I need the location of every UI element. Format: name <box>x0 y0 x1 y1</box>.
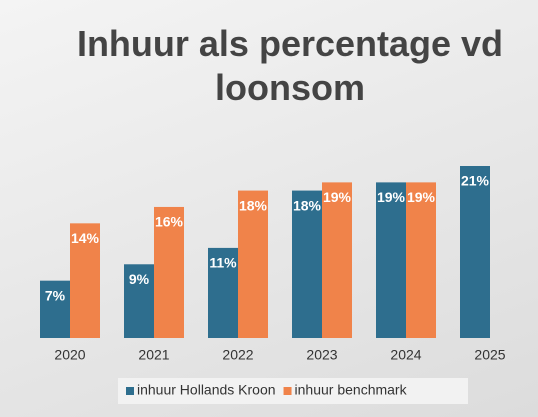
bar <box>124 264 154 338</box>
legend-marker <box>283 387 292 395</box>
value-label: 19% <box>407 189 436 205</box>
x-tick-label: 2021 <box>138 347 169 363</box>
bar <box>70 223 100 338</box>
legend-label: inhuur benchmark <box>295 382 408 398</box>
bar <box>460 166 490 338</box>
bar <box>376 182 406 338</box>
value-label: 19% <box>323 189 352 205</box>
bar <box>40 280 70 338</box>
value-label: 19% <box>377 189 406 205</box>
chart-title: Inhuur als percentage vd loonsom <box>76 23 504 108</box>
x-tick-label: 2022 <box>222 347 253 363</box>
value-label: 9% <box>129 271 150 287</box>
legend-marker <box>126 387 134 395</box>
value-label: 18% <box>293 197 322 213</box>
value-label: 21% <box>461 173 490 189</box>
value-label: 11% <box>209 255 237 271</box>
x-tick-label: 2025 <box>474 347 505 363</box>
value-label: 7% <box>45 287 66 303</box>
value-label: 16% <box>155 214 184 230</box>
value-label: 18% <box>239 197 268 213</box>
bar <box>154 206 184 338</box>
bar <box>238 190 268 338</box>
legend-box <box>118 378 468 404</box>
x-tick-label: 2020 <box>54 347 85 363</box>
value-label: 14% <box>71 230 100 246</box>
bar <box>292 190 322 338</box>
x-tick-label: 2023 <box>306 347 337 363</box>
bar <box>208 247 238 338</box>
legend-label: inhuur Hollands Kroon <box>137 382 276 398</box>
bar <box>322 182 352 338</box>
bar <box>406 182 436 338</box>
x-tick-label: 2024 <box>390 347 421 363</box>
